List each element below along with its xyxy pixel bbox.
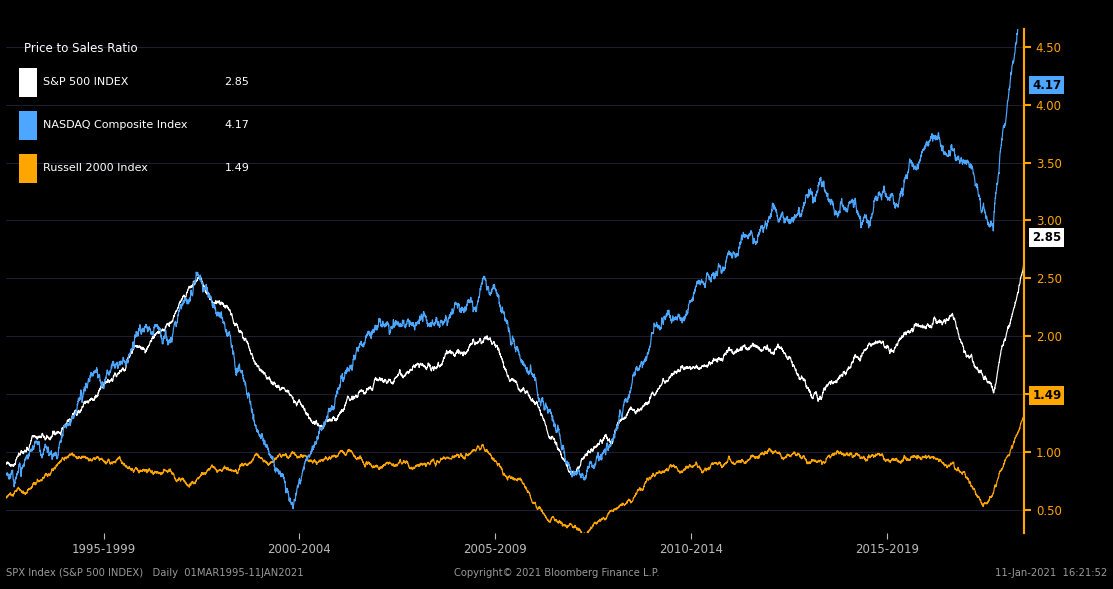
Text: 2.85: 2.85 (225, 77, 249, 87)
Text: NASDAQ Composite Index: NASDAQ Composite Index (43, 120, 188, 130)
FancyBboxPatch shape (19, 154, 37, 183)
Text: 4.17: 4.17 (225, 120, 249, 130)
Text: 4.17: 4.17 (1032, 78, 1062, 91)
Text: SPX Index (S&P 500 INDEX)   Daily  01MAR1995-11JAN2021: SPX Index (S&P 500 INDEX) Daily 01MAR199… (6, 568, 303, 578)
Text: 1.49: 1.49 (225, 163, 249, 173)
Text: S&P 500 INDEX: S&P 500 INDEX (43, 77, 129, 87)
Text: 11-Jan-2021  16:21:52: 11-Jan-2021 16:21:52 (995, 568, 1107, 578)
Text: Russell 2000 Index: Russell 2000 Index (43, 163, 148, 173)
FancyBboxPatch shape (19, 111, 37, 140)
Text: Copyright© 2021 Bloomberg Finance L.P.: Copyright© 2021 Bloomberg Finance L.P. (454, 568, 659, 578)
Text: 1.49: 1.49 (1032, 389, 1062, 402)
FancyBboxPatch shape (19, 68, 37, 97)
Text: Price to Sales Ratio: Price to Sales Ratio (23, 42, 138, 55)
Text: 2.85: 2.85 (1032, 231, 1062, 244)
